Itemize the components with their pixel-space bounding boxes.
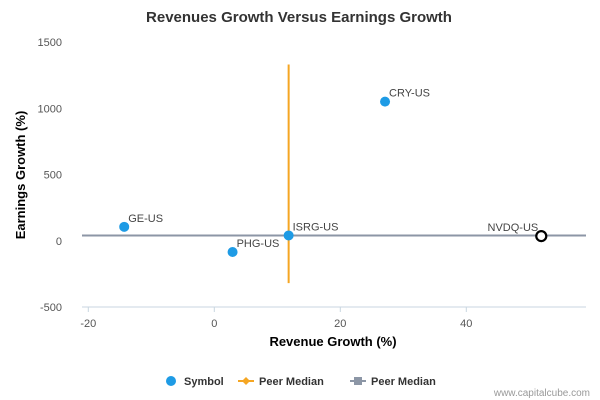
- x-tick-label: -20: [80, 318, 96, 330]
- data-point-nvdq-us[interactable]: [535, 230, 548, 243]
- point-label-ge-us: GE-US: [128, 213, 163, 225]
- x-axis-title: Revenue Growth (%): [269, 334, 396, 349]
- x-axis-ticks: -20 0 20 40: [80, 307, 472, 330]
- legend-label: Symbol: [184, 376, 224, 388]
- point-label-isrg-us: ISRG-US: [293, 221, 339, 233]
- plot-area: GE-US CRY-US ISRG-US PHG-US NVDQ-US: [82, 64, 586, 308]
- y-axis-ticks: -500 0 500 1000 1500: [38, 37, 62, 314]
- data-point-phg-us[interactable]: [227, 247, 238, 258]
- y-tick-label: 1500: [38, 37, 62, 49]
- legend-diamond-icon: [242, 377, 250, 385]
- credit-text: www.capitalcube.com: [493, 388, 590, 399]
- y-axis-title: Earnings Growth (%): [13, 111, 28, 240]
- legend-label: Peer Median: [371, 376, 436, 388]
- legend-label: Peer Median: [259, 376, 324, 388]
- point-label-phg-us: PHG-US: [237, 238, 280, 250]
- x-tick-label: 20: [334, 318, 346, 330]
- data-point-isrg-us[interactable]: [283, 230, 294, 241]
- data-point-ge-us[interactable]: [119, 221, 130, 232]
- y-tick-label: 500: [44, 170, 62, 182]
- data-point-cry-us[interactable]: [380, 96, 391, 107]
- legend-item-3[interactable]: Peer Median: [350, 376, 436, 388]
- point-label-cry-us: CRY-US: [389, 88, 430, 100]
- legend-symbol-circle-icon: [166, 376, 176, 386]
- y-tick-label: 0: [56, 236, 62, 248]
- y-tick-label: 1000: [38, 103, 62, 115]
- point-label-nvdq-us: NVDQ-US: [488, 222, 539, 234]
- x-tick-label: 0: [211, 318, 217, 330]
- legend: Symbol Peer Median Peer Median: [166, 376, 436, 388]
- x-tick-label: 40: [460, 318, 472, 330]
- legend-item-2[interactable]: Peer Median: [238, 376, 324, 388]
- y-tick-label: -500: [40, 302, 62, 314]
- legend-square-icon: [354, 377, 362, 385]
- chart-title: Revenues Growth Versus Earnings Growth: [146, 9, 452, 26]
- legend-item-1[interactable]: Symbol: [166, 376, 224, 388]
